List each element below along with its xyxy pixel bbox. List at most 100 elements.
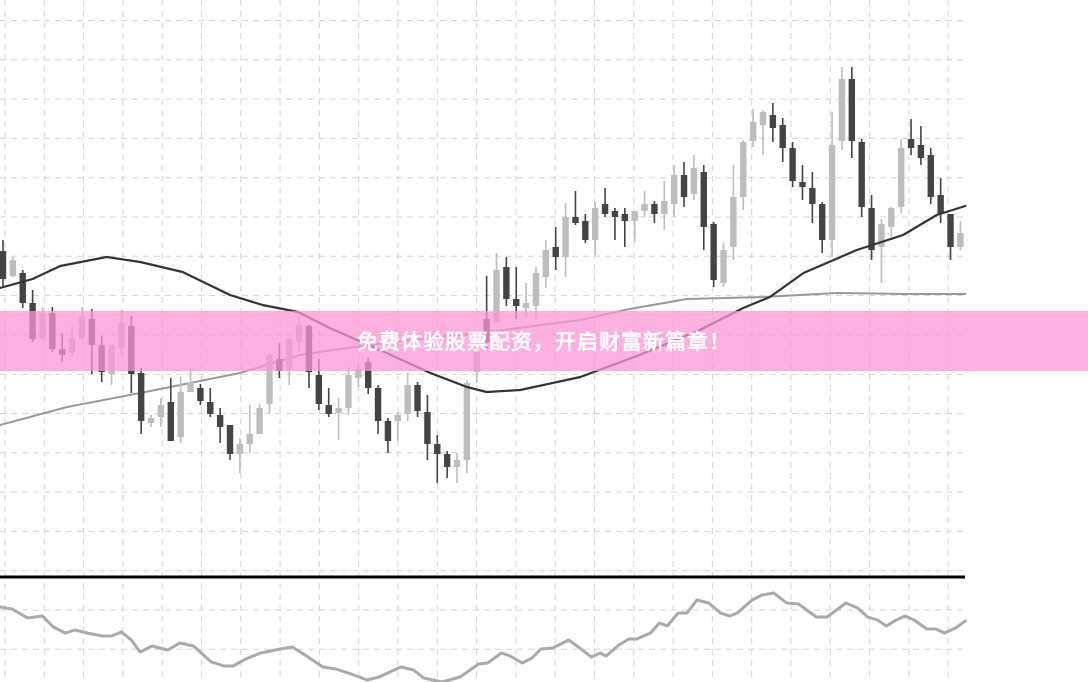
candle-body (19, 273, 26, 303)
candle-body (443, 454, 451, 467)
candle-body (167, 402, 174, 441)
candle-bearish (710, 222, 717, 287)
candle-body (424, 412, 431, 444)
candle-body (384, 421, 392, 441)
candle-body (878, 224, 885, 247)
candle-body (779, 125, 786, 148)
candle-bullish (246, 405, 253, 453)
candle-body (513, 299, 520, 306)
candle-body (670, 175, 678, 204)
candle-body (404, 385, 411, 414)
candle-body (888, 208, 895, 227)
candle-bearish (858, 139, 865, 217)
candle-body (562, 217, 569, 257)
candle-bearish (207, 388, 214, 417)
promo-banner[interactable]: 免费体验股票配资，开启财富新篇章！ (0, 311, 1088, 371)
candle-bearish (680, 162, 688, 207)
candle-body (582, 221, 589, 240)
candle-body (611, 211, 619, 217)
candle-bearish (582, 214, 589, 243)
candle-bullish (453, 453, 461, 483)
candle-bearish (601, 188, 609, 217)
oscillator-line (0, 591, 967, 682)
candle-bullish (9, 257, 17, 277)
candle-bearish (513, 267, 520, 319)
candle-bearish (434, 435, 441, 483)
candle-body (542, 250, 550, 277)
candle-bearish (226, 425, 234, 460)
candle-body (522, 303, 530, 308)
candle-bearish (937, 178, 944, 223)
promo-banner-text: 免费体验股票配资，开启财富新篇章！ (357, 330, 731, 354)
candle-bullish (878, 219, 885, 283)
candle-bearish (651, 201, 658, 223)
candle-body (137, 373, 145, 421)
candle-body (740, 142, 747, 197)
candle-bearish (552, 227, 559, 270)
candles (0, 67, 964, 483)
candle-bullish (345, 367, 352, 415)
candle-bullish (187, 369, 194, 392)
candle-body (907, 139, 915, 148)
candle-body (335, 408, 342, 413)
candle-bearish (572, 191, 579, 225)
oscillator-panel (0, 591, 967, 682)
candle-body (414, 385, 421, 411)
candle-bearish (809, 172, 816, 223)
candle-body (532, 273, 540, 306)
candle-bearish (927, 148, 934, 204)
candle-bearish (325, 388, 332, 417)
candle-bullish (562, 203, 569, 277)
candle-body (769, 115, 777, 128)
candle-bullish (147, 415, 155, 427)
candle-body (147, 418, 155, 423)
candle-bearish (789, 142, 796, 187)
candle-bearish (799, 165, 806, 200)
candle-body (937, 195, 944, 214)
candle-bearish (414, 382, 421, 417)
candle-bullish (463, 380, 471, 473)
candle-body (631, 211, 638, 221)
candle-body (226, 425, 234, 454)
candle-body (957, 233, 964, 247)
candle-bearish (424, 395, 431, 460)
candle-bullish (394, 412, 401, 441)
candle-body (453, 460, 461, 467)
candle-bullish (592, 202, 599, 255)
candle-body (759, 112, 767, 125)
candle-body (374, 388, 382, 421)
candle-body (868, 208, 875, 250)
candle-bullish (749, 109, 757, 147)
candle-bullish (542, 240, 550, 288)
candle-bearish (443, 451, 451, 478)
candle-bearish (621, 208, 629, 247)
candle-body (690, 168, 698, 194)
candle-bearish (779, 118, 786, 162)
candle-body (720, 250, 727, 283)
candle-body (799, 182, 806, 187)
candle-bullish (335, 398, 342, 440)
candle-bullish (661, 181, 668, 230)
candle-body (601, 204, 609, 214)
candle-bullish (641, 191, 648, 217)
candle-bullish (828, 112, 836, 257)
candle-bearish (947, 214, 954, 260)
ma-fast-layer (0, 204, 967, 394)
candle-body (700, 172, 707, 227)
candle-body (858, 142, 865, 207)
candle-body (157, 405, 165, 417)
candle-bullish (957, 221, 964, 250)
candle-body (463, 383, 471, 460)
candle-body (651, 204, 658, 214)
candle-body (947, 214, 954, 247)
candle-bullish (897, 139, 905, 213)
candle-body (710, 224, 717, 280)
candle-body (661, 201, 668, 214)
candle-body (364, 362, 372, 388)
candle-body (749, 122, 757, 141)
candle-body (503, 267, 510, 299)
candle-body (216, 415, 224, 427)
candle-bullish (236, 438, 244, 473)
candle-bearish (503, 257, 510, 306)
candle-bullish (177, 377, 184, 443)
